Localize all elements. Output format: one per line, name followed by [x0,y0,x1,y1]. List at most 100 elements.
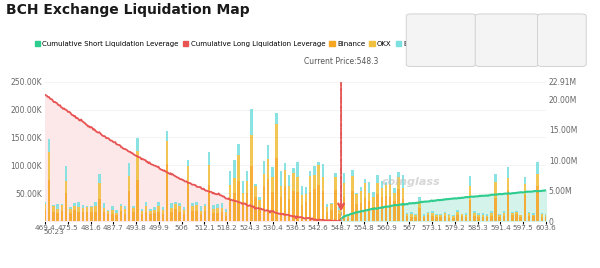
Bar [494,182,497,198]
Bar [111,214,113,221]
Bar [296,162,299,177]
Bar [541,213,543,214]
Bar [208,185,211,221]
Bar [482,215,484,217]
Bar [238,155,240,181]
Bar [528,217,530,221]
Bar [334,177,337,190]
Bar [200,206,202,211]
Bar [86,206,88,207]
Bar [136,151,139,180]
Bar [410,212,413,214]
Bar [418,201,421,208]
Bar [397,189,400,221]
Bar [69,213,71,221]
Bar [182,207,185,210]
Bar [503,213,505,216]
Legend: Cumulative Short Liquidation Leverage, Cumulative Long Liquidation Leverage, Bin: Cumulative Short Liquidation Leverage, C… [32,38,424,50]
Bar [69,207,71,209]
Bar [301,186,303,195]
Text: BCH Exchange Liquidation Map: BCH Exchange Liquidation Map [6,3,250,17]
Bar [309,176,311,192]
Bar [393,193,395,201]
Bar [254,197,257,221]
Bar [418,197,421,201]
Bar [372,192,374,197]
Bar [343,183,345,198]
Bar [174,202,177,204]
Bar [439,217,442,221]
Bar [52,212,55,221]
Bar [221,203,223,208]
Bar [439,215,442,217]
Bar [111,206,113,210]
Bar [267,145,269,158]
Bar [410,217,413,221]
Bar [82,204,84,207]
Bar [174,204,177,209]
Bar [418,208,421,221]
Bar [61,211,63,221]
Bar [389,197,391,221]
Bar [309,171,311,176]
Bar [140,214,143,221]
Bar [414,214,417,215]
Bar [397,172,400,177]
Bar [486,216,488,217]
Bar [221,208,223,212]
Bar [82,207,84,213]
Bar [275,158,278,221]
Bar [128,162,130,176]
Bar [511,213,514,215]
Bar [196,205,198,211]
Bar [65,193,67,221]
Bar [94,202,97,206]
Bar [284,163,286,170]
Bar [457,215,459,221]
Bar [520,217,522,221]
Bar [182,214,185,221]
Bar [330,204,332,210]
Bar [263,161,265,174]
Bar [422,217,425,221]
Bar [380,181,383,188]
Bar [486,214,488,216]
Bar [385,185,387,196]
Bar [435,215,438,217]
Bar [376,194,379,221]
Bar [115,210,118,213]
Bar [292,168,295,173]
Bar [77,212,80,221]
Bar [465,213,467,215]
Bar [170,212,173,221]
Bar [359,187,362,191]
Bar [44,202,46,204]
Bar [208,165,211,185]
Bar [532,215,535,217]
Bar [326,212,328,221]
Bar [473,213,476,216]
Bar [61,204,63,205]
Bar [124,206,126,209]
Bar [292,191,295,221]
Bar [153,213,156,221]
Bar [448,214,451,215]
Bar [69,209,71,213]
Bar [473,216,476,221]
Bar [490,211,493,213]
Bar [435,217,438,221]
Bar [351,170,353,176]
Bar [490,213,493,215]
Bar [44,204,46,210]
Bar [448,215,451,218]
Bar [359,203,362,221]
Bar [103,203,105,208]
Bar [161,214,164,221]
Bar [111,210,113,214]
Bar [284,170,286,186]
Bar [56,209,59,213]
Bar [149,209,152,211]
Bar [242,193,244,202]
Bar [136,138,139,151]
Bar [301,205,303,221]
